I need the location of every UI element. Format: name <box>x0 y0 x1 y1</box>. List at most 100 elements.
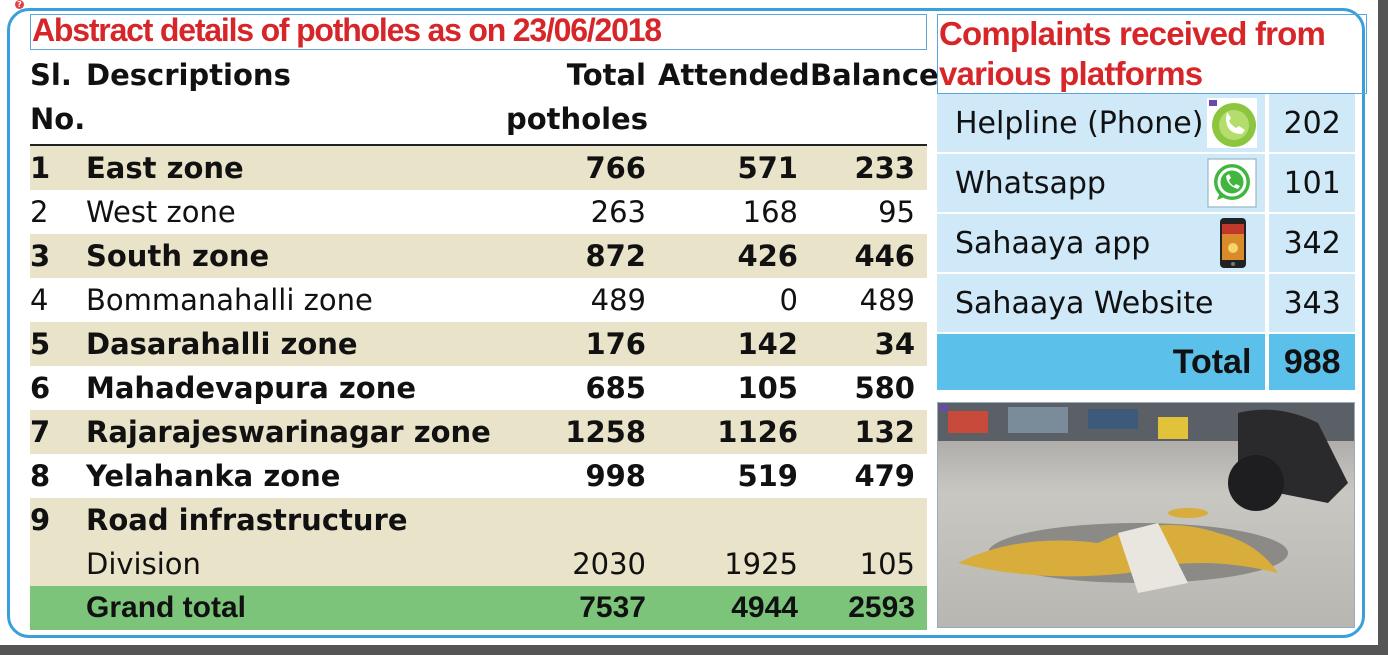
complaint-row: Sahaaya Website 343 <box>937 274 1355 334</box>
cell-total: 176 <box>506 322 658 366</box>
complaint-count: 101 <box>1269 154 1355 214</box>
complaint-label-cell: Helpline (Phone) <box>937 94 1270 154</box>
complaint-label: Whatsapp <box>955 165 1106 201</box>
header-descriptions: Descriptions <box>86 58 291 92</box>
complaint-row: Helpline (Phone) 202 <box>937 94 1355 154</box>
cell-description: Dasarahalli zone <box>86 322 506 366</box>
grand-total-row: Grand total 7537 4944 2593 <box>30 586 927 630</box>
cell-description: Rajarajeswarinagar zone <box>86 410 506 454</box>
cell-balance: 580 <box>854 371 915 405</box>
cell-balance-empty <box>810 498 927 542</box>
complaints-title: Complaints received from various platfor… <box>939 14 1326 94</box>
cell-description: Bommanahalli zone <box>86 283 373 317</box>
grand-total-label: Grand total <box>86 586 506 630</box>
cell-total: 872 <box>506 234 658 278</box>
cell-attended-empty <box>658 498 810 542</box>
cell-attended: 0 <box>779 283 798 317</box>
pothole-photo <box>937 402 1355 628</box>
cell-description: Yelahanka zone <box>86 459 341 493</box>
cell-sl: 4 <box>30 283 49 317</box>
cell-sl: 2 <box>30 195 49 229</box>
cell-total: 489 <box>590 283 646 317</box>
complaints-table: Helpline (Phone) 202 Whatsapp 101 <box>937 94 1355 392</box>
cell-sl: 7 <box>30 410 86 454</box>
cell-sl: 3 <box>30 234 86 278</box>
complaint-label: Helpline (Phone) <box>955 105 1204 141</box>
frame-shadow-bottom <box>0 645 1388 655</box>
table-row: 8 Yelahanka zone 998 519 479 <box>30 454 927 498</box>
cell-sl: 6 <box>30 371 51 405</box>
cell-sl: 9 <box>30 498 86 542</box>
header-total-potholes: Total potholes <box>506 58 648 136</box>
phone-icon <box>1207 98 1258 148</box>
cell-balance: 479 <box>854 459 915 493</box>
cell-total: 1258 <box>506 410 658 454</box>
cell-description: Mahadevapura zone <box>86 371 417 405</box>
cell-sl: 1 <box>30 145 86 190</box>
page-title: Abstract details of potholes as on 23/06… <box>32 12 662 48</box>
cell-total-empty <box>506 498 658 542</box>
complaint-count: 202 <box>1269 94 1355 154</box>
cell-total: 263 <box>590 195 646 229</box>
table-row: 9 Road infrastructure <box>30 498 927 542</box>
cell-attended: 1925 <box>658 542 810 586</box>
cell-balance: 95 <box>878 195 915 229</box>
cell-balance: 489 <box>859 283 915 317</box>
cell-attended: 426 <box>658 234 810 278</box>
cell-attended: 168 <box>742 195 798 229</box>
whatsapp-icon <box>1207 158 1257 208</box>
complaints-title-line2: various platforms <box>939 55 1203 92</box>
cell-description: Division <box>86 542 506 586</box>
potholes-table: Sl. No. Descriptions Total potholes Attend… <box>30 53 939 630</box>
table-row: 2 West zone 263 168 95 <box>30 190 927 234</box>
complaint-label-cell: Sahaaya app <box>937 214 1270 274</box>
cell-sl: 8 <box>30 459 51 493</box>
complaint-total-label: Total <box>937 334 1270 392</box>
cell-description: Road infrastructure <box>86 498 506 542</box>
alert-icon: ? <box>15 0 24 9</box>
cell-sl: 5 <box>30 322 86 366</box>
complaints-title-box <box>937 14 1367 94</box>
cell-total: 998 <box>585 459 646 493</box>
cell-sl-empty <box>30 542 86 586</box>
cell-attended: 1126 <box>658 410 810 454</box>
cell-total: 2030 <box>506 542 658 586</box>
complaint-label: Sahaaya Website <box>955 285 1214 321</box>
cell-balance: 233 <box>810 145 927 190</box>
complaint-count: 342 <box>1269 214 1355 274</box>
grand-total-attended: 4944 <box>658 586 810 630</box>
mobile-app-icon <box>1220 218 1247 268</box>
cell-sl-empty <box>30 586 86 630</box>
complaint-row: Whatsapp 101 <box>937 154 1355 214</box>
cell-balance: 446 <box>810 234 927 278</box>
header-attended: Attended <box>658 58 810 92</box>
cell-attended: 571 <box>658 145 810 190</box>
table-row: 7 Rajarajeswarinagar zone 1258 1126 132 <box>30 410 927 454</box>
cell-attended: 142 <box>658 322 810 366</box>
cell-attended: 519 <box>737 459 798 493</box>
header-balance: Balance <box>810 58 939 92</box>
complaints-title-line1: Complaints received from <box>939 15 1326 52</box>
cell-attended: 105 <box>737 371 798 405</box>
table-row: 3 South zone 872 426 446 <box>30 234 927 278</box>
table-row: 6 Mahadevapura zone 685 105 580 <box>30 366 927 410</box>
cell-balance: 34 <box>810 322 927 366</box>
cell-total: 685 <box>585 371 646 405</box>
complaint-total-row: Total 988 <box>937 334 1355 392</box>
header-sl-no: Sl. No. <box>30 58 86 136</box>
complaint-row: Sahaaya app 342 <box>937 214 1355 274</box>
complaint-total-count: 988 <box>1269 334 1355 392</box>
table-header-row: Sl. No. Descriptions Total potholes Attend… <box>30 53 939 145</box>
pothole-photo-image <box>938 403 1354 627</box>
table-row: Division 2030 1925 105 <box>30 542 927 586</box>
cell-balance: 105 <box>810 542 927 586</box>
complaint-label-cell: Sahaaya Website <box>937 274 1270 334</box>
grand-total-balance: 2593 <box>810 586 927 630</box>
cell-description: East zone <box>86 145 506 190</box>
complaint-label-cell: Whatsapp <box>937 154 1270 214</box>
frame-shadow-right <box>1378 0 1388 655</box>
cell-description: South zone <box>86 234 506 278</box>
complaint-label: Sahaaya app <box>955 225 1151 261</box>
table-row: 4 Bommanahalli zone 489 0 489 <box>30 278 927 322</box>
cell-description: West zone <box>86 195 236 229</box>
